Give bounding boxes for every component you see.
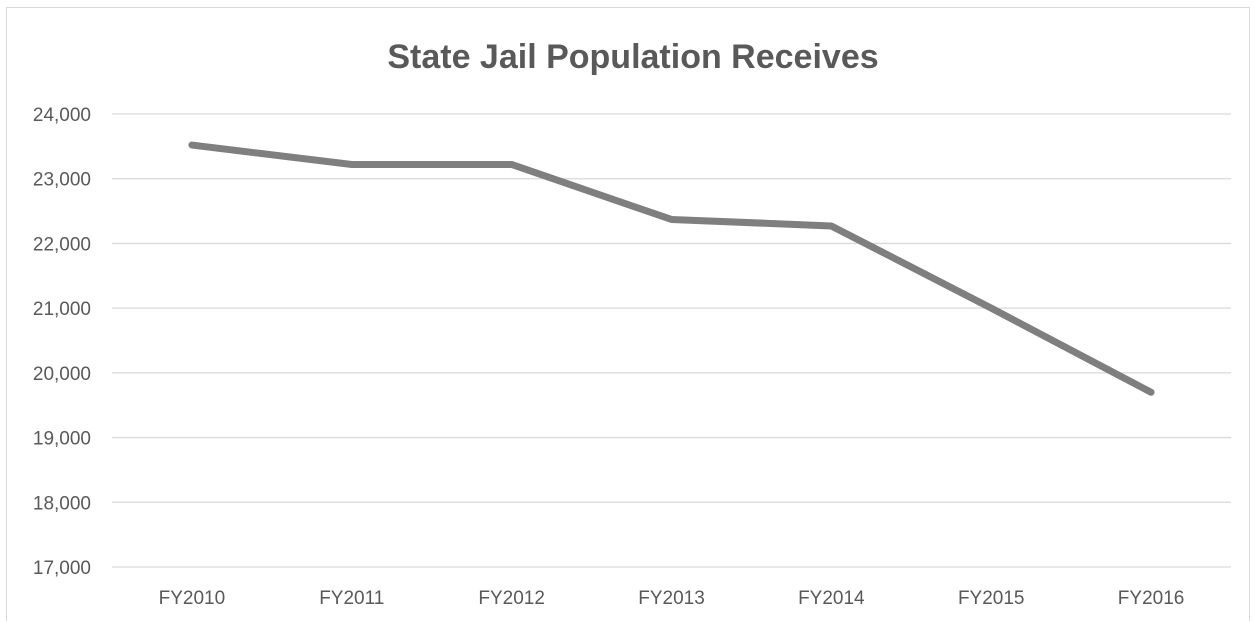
x-tick-label: FY2014 bbox=[798, 588, 865, 609]
x-tick-label: FY2013 bbox=[638, 588, 705, 609]
series-layer bbox=[188, 141, 1155, 396]
y-tick-label: 17,000 bbox=[33, 558, 91, 579]
x-tick-label: FY2016 bbox=[1118, 588, 1185, 609]
x-axis-tick-labels: FY2010 FY2011 FY2012 FY2013 FY2014 FY2015 FY20… bbox=[159, 588, 1185, 609]
chart-area: State Jail Population Receives 17,000 18,… bbox=[6, 7, 1250, 621]
y-tick-label: 24,000 bbox=[33, 105, 91, 126]
gridlines bbox=[112, 113, 1231, 568]
y-tick-label: 21,000 bbox=[33, 299, 91, 320]
y-tick-label: 18,000 bbox=[33, 493, 91, 514]
x-tick-label: FY2012 bbox=[478, 588, 545, 609]
x-tick-label: FY2015 bbox=[958, 588, 1025, 609]
x-tick-label: FY2011 bbox=[319, 588, 384, 609]
y-axis-tick-labels: 17,000 18,000 19,000 20,000 21,000 22,000 23,0… bbox=[33, 105, 91, 579]
y-tick-label: 19,000 bbox=[33, 429, 91, 450]
chart-canvas: State Jail Population Receives 17,000 18,… bbox=[33, 38, 1231, 609]
y-tick-label: 20,000 bbox=[33, 364, 91, 385]
y-tick-label: 23,000 bbox=[33, 170, 91, 191]
series-line bbox=[188, 141, 1155, 396]
x-tick-label: FY2010 bbox=[159, 588, 226, 609]
chart-title: State Jail Population Receives bbox=[387, 38, 878, 76]
y-tick-label: 22,000 bbox=[33, 234, 91, 255]
